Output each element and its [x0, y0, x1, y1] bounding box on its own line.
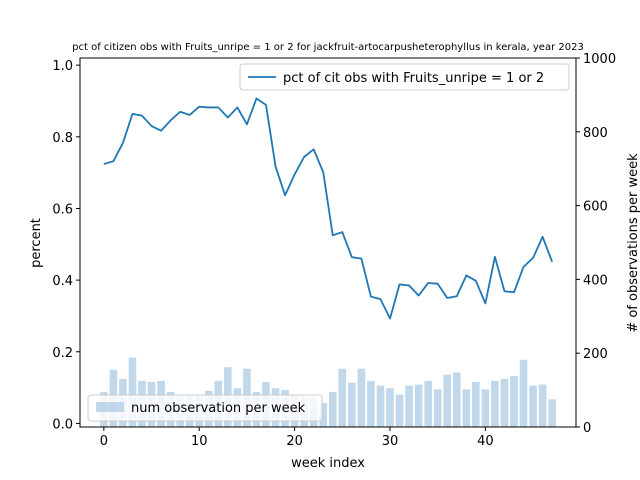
x-tick-label: 30 — [382, 434, 399, 449]
bar — [376, 385, 385, 427]
y-left-tick-label: 0.6 — [52, 202, 73, 217]
y-axis-right-label: # of observations per week — [626, 153, 640, 333]
plot-frame — [79, 57, 577, 428]
y-left-tick-label: 0.4 — [52, 274, 73, 289]
bar — [433, 389, 442, 427]
legend-bar: num observation per week — [87, 394, 323, 422]
y-left-tick-label: 0.2 — [52, 346, 73, 361]
legend-line-box — [239, 63, 570, 91]
bar — [481, 389, 490, 427]
bar — [424, 380, 432, 428]
bar — [491, 380, 499, 428]
bar — [529, 385, 537, 427]
bar — [328, 391, 337, 427]
chart-title: pct of citizen obs with Fruits_unripe = … — [72, 42, 584, 53]
legend-bar-label: num observation per week — [131, 401, 306, 416]
legend-line-label: pct of cit obs with Fruits_unripe = 1 or… — [283, 71, 544, 86]
x-tick-label: 40 — [477, 434, 494, 449]
legend-bar-box — [87, 394, 323, 422]
bar — [348, 382, 356, 427]
bar — [319, 403, 328, 427]
bar — [462, 389, 471, 427]
bar — [367, 380, 375, 428]
y-left-tick-label: 0.0 — [52, 417, 73, 432]
x-axis-label: week index — [291, 456, 365, 471]
bar — [395, 394, 404, 427]
bar — [510, 376, 518, 427]
bar — [357, 368, 366, 427]
y-right-tick-label: 800 — [583, 126, 608, 141]
y-axis-left-label: percent — [29, 218, 44, 268]
y-right-tick-label: 0 — [583, 421, 591, 436]
y-left-tick-label: 0.8 — [52, 131, 73, 146]
bar — [414, 384, 423, 427]
bar — [443, 374, 452, 427]
x-tick-label: 20 — [286, 434, 303, 449]
y-right-tick-label: 600 — [583, 200, 608, 215]
legend-line: pct of cit obs with Fruits_unripe = 1 or… — [239, 63, 570, 91]
y-right-tick-label: 400 — [583, 273, 608, 288]
line-layer — [103, 97, 553, 320]
bar — [128, 357, 137, 427]
bar — [472, 381, 480, 427]
bar — [500, 379, 509, 427]
x-tick-label: 0 — [100, 434, 108, 449]
y-right-tick-label: 1000 — [583, 52, 616, 67]
x-tick-label: 10 — [191, 434, 208, 449]
y-left-tick-label: 1.0 — [52, 59, 73, 74]
bar — [538, 384, 547, 427]
bar — [452, 372, 461, 427]
axes-layer: 0 10 20 30 40 0.0 0.2 0.4 0.6 0.8 1.0 0 200 400 600 800… — [52, 52, 616, 449]
legend-bar-swatch — [96, 402, 124, 412]
bar — [338, 368, 347, 427]
y-right-tick-label: 200 — [583, 347, 608, 362]
bar — [405, 385, 413, 427]
series-line-pct — [103, 97, 553, 320]
bar — [548, 399, 556, 427]
bar — [519, 359, 528, 427]
bar — [386, 388, 394, 427]
